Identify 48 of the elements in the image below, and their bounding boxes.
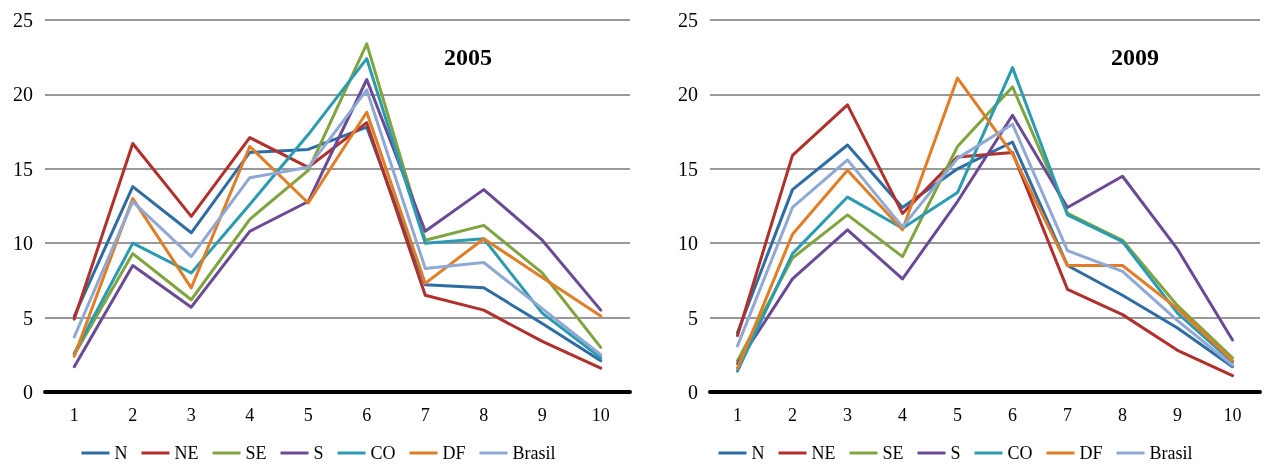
- x-tick-label: 8: [1118, 405, 1127, 425]
- legend-label: N: [751, 443, 765, 463]
- y-tick-label: 15: [13, 157, 33, 180]
- legend-label: CO: [370, 443, 396, 463]
- x-tick-label: 10: [591, 405, 610, 425]
- y-tick-label: 5: [23, 306, 33, 329]
- legend-label: N: [114, 443, 128, 463]
- x-tick-label: 6: [362, 405, 372, 425]
- legend-label: SE: [882, 443, 904, 463]
- y-tick-label: 5: [688, 306, 698, 329]
- x-tick-label: 1: [69, 405, 79, 425]
- legend-label: NE: [811, 443, 836, 463]
- x-tick-label: 8: [479, 405, 489, 425]
- legend-label: S: [313, 443, 324, 463]
- text: 2005: [444, 44, 492, 70]
- x-tick-label: 2: [788, 405, 797, 425]
- y-tick-label: 0: [688, 381, 698, 403]
- y-tick-label: 0: [23, 381, 33, 403]
- legend-label: SE: [245, 443, 267, 463]
- y-tick-label: 25: [678, 9, 698, 31]
- x-tick-label: 4: [245, 405, 255, 425]
- x-tick-label: 7: [1063, 405, 1072, 425]
- y-tick-label: 20: [13, 83, 33, 106]
- x-tick-label: 9: [537, 405, 547, 425]
- x-tick-label: 7: [420, 405, 430, 425]
- text: 2009: [1111, 44, 1159, 70]
- legend-label: CO: [1007, 443, 1033, 463]
- x-tick-label: 5: [303, 405, 313, 425]
- x-tick-label: 10: [1223, 405, 1242, 425]
- x-tick-label: 3: [186, 405, 196, 425]
- x-tick-label: 1: [733, 405, 742, 425]
- y-tick-label: 20: [678, 83, 698, 106]
- y-tick-label: 25: [13, 9, 33, 31]
- x-tick-label: 3: [843, 405, 852, 425]
- y-tick-label: 10: [678, 232, 698, 255]
- legend-label: Brasil: [1149, 443, 1193, 463]
- legend-label: Brasil: [512, 443, 556, 463]
- legend-label: S: [950, 443, 961, 463]
- x-tick-label: 2: [128, 405, 138, 425]
- x-tick-label: 5: [953, 405, 962, 425]
- legend-label: DF: [442, 443, 466, 463]
- x-tick-label: 9: [1173, 405, 1182, 425]
- x-tick-label: 4: [898, 405, 907, 425]
- legend-label: NE: [174, 443, 199, 463]
- legend-label: DF: [1079, 443, 1103, 463]
- y-tick-label: 10: [13, 232, 33, 255]
- x-tick-label: 6: [1008, 405, 1017, 425]
- y-tick-label: 15: [678, 157, 698, 180]
